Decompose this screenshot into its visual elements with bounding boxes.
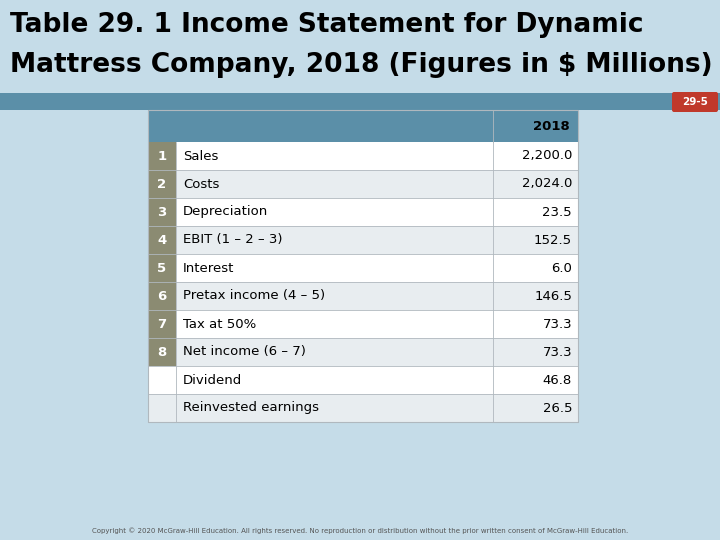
Text: Reinvested earnings: Reinvested earnings (183, 402, 319, 415)
Text: Mattress Company, 2018 (Figures in $ Millions): Mattress Company, 2018 (Figures in $ Mil… (10, 52, 713, 78)
Text: Interest: Interest (183, 261, 235, 274)
Bar (176, 366, 493, 394)
Text: 2,024.0: 2,024.0 (521, 178, 572, 191)
Text: 6.0: 6.0 (551, 261, 572, 274)
Bar (148, 254, 176, 282)
Bar (176, 310, 493, 338)
Bar (493, 366, 578, 394)
Text: 6: 6 (158, 289, 166, 302)
Bar (148, 282, 176, 310)
Text: 3: 3 (158, 206, 166, 219)
Text: 2: 2 (158, 178, 166, 191)
Bar (176, 198, 493, 226)
Bar (148, 366, 176, 394)
Bar (176, 226, 493, 254)
Text: 5: 5 (158, 261, 166, 274)
Bar (176, 142, 493, 170)
Bar (148, 226, 176, 254)
Bar (148, 198, 176, 226)
Text: EBIT (1 – 2 – 3): EBIT (1 – 2 – 3) (183, 233, 282, 246)
Text: Sales: Sales (183, 150, 218, 163)
Bar (493, 310, 578, 338)
Bar (493, 198, 578, 226)
Text: 152.5: 152.5 (534, 233, 572, 246)
Bar (493, 142, 578, 170)
Bar (176, 338, 493, 366)
Bar (176, 282, 493, 310)
Text: 46.8: 46.8 (543, 374, 572, 387)
Bar (148, 170, 176, 198)
Bar (493, 282, 578, 310)
Bar (0, 93, 720, 110)
Text: Depreciation: Depreciation (183, 206, 269, 219)
Text: 29-5: 29-5 (682, 97, 708, 107)
Bar (176, 394, 493, 422)
Text: 7: 7 (158, 318, 166, 330)
Bar (176, 254, 493, 282)
Text: Dividend: Dividend (183, 374, 242, 387)
Text: 4: 4 (158, 233, 166, 246)
Text: Costs: Costs (183, 178, 220, 191)
Text: 8: 8 (158, 346, 166, 359)
Bar (493, 394, 578, 422)
Text: Copyright © 2020 McGraw-Hill Education. All rights reserved. No reproduction or : Copyright © 2020 McGraw-Hill Education. … (92, 528, 628, 534)
Text: Tax at 50%: Tax at 50% (183, 318, 256, 330)
Text: 73.3: 73.3 (542, 346, 572, 359)
Text: Pretax income (4 – 5): Pretax income (4 – 5) (183, 289, 325, 302)
Text: Net income (6 – 7): Net income (6 – 7) (183, 346, 306, 359)
Text: 73.3: 73.3 (542, 318, 572, 330)
Bar (176, 170, 493, 198)
Text: 23.5: 23.5 (542, 206, 572, 219)
Bar (493, 254, 578, 282)
FancyBboxPatch shape (672, 92, 718, 112)
Text: Table 29. 1 Income Statement for Dynamic: Table 29. 1 Income Statement for Dynamic (10, 12, 644, 38)
Bar (148, 142, 176, 170)
Bar (148, 394, 176, 422)
Bar (148, 310, 176, 338)
Bar (493, 338, 578, 366)
Text: 2,200.0: 2,200.0 (521, 150, 572, 163)
Bar (493, 226, 578, 254)
Text: 146.5: 146.5 (534, 289, 572, 302)
Bar (148, 110, 578, 142)
Text: 2018: 2018 (534, 119, 570, 132)
Text: 1: 1 (158, 150, 166, 163)
Bar (148, 338, 176, 366)
Text: 26.5: 26.5 (542, 402, 572, 415)
Bar (148, 110, 578, 422)
Bar (493, 170, 578, 198)
